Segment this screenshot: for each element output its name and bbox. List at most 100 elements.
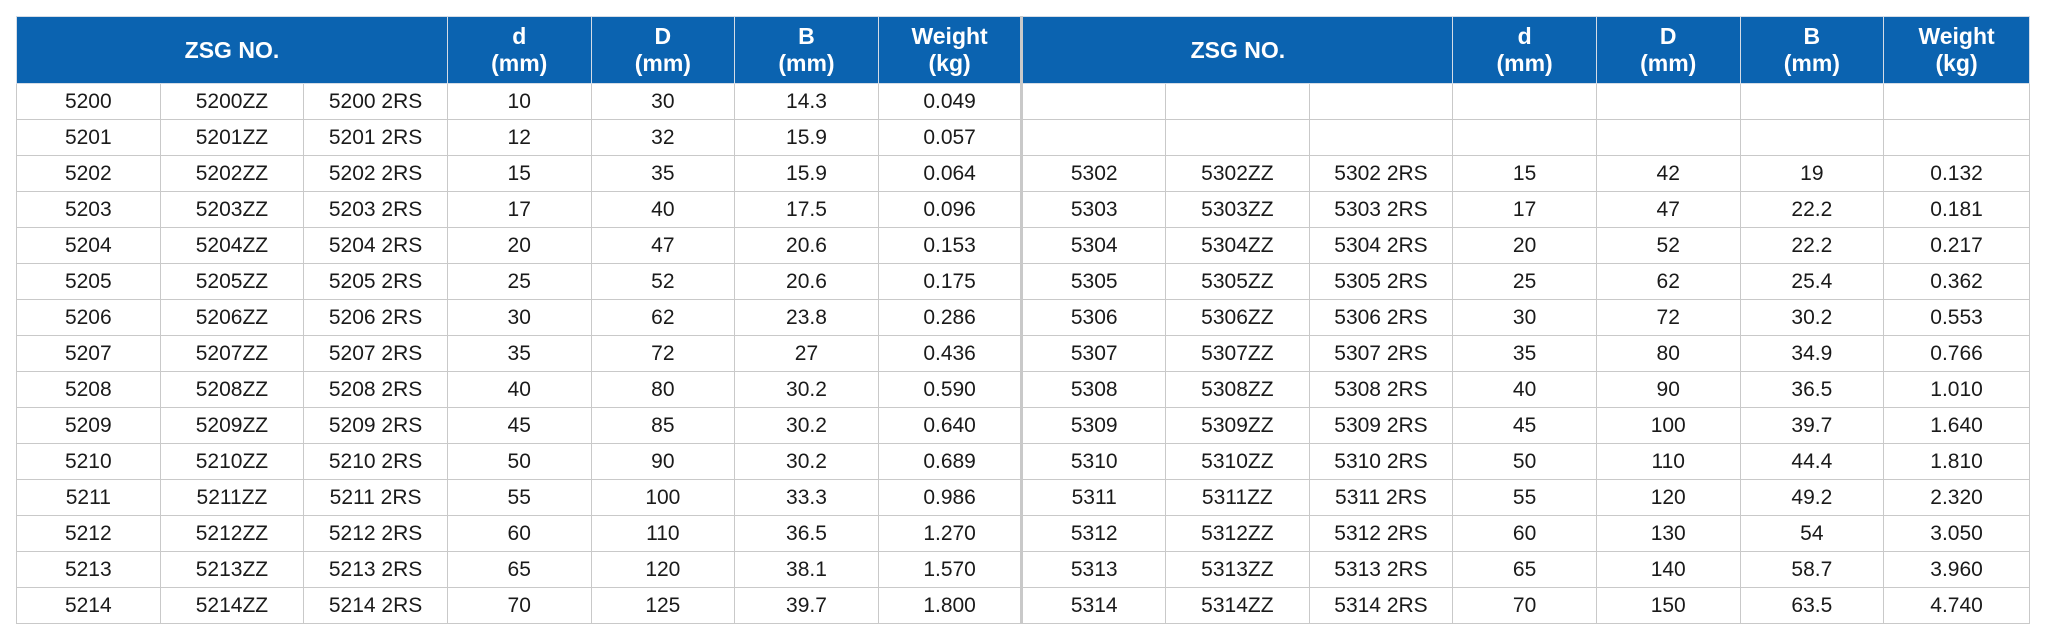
table-row: 5207 5207ZZ 5207 2RS 35 72 27 0.436 5307 5307ZZ 5… xyxy=(16,335,2030,372)
table-row: 5205 5205ZZ 5205 2RS 25 52 20.6 0.175 5305 5305Z… xyxy=(16,263,2030,300)
cell-weight-left: 0.640 xyxy=(877,407,1024,444)
cell-outer-diameter-left: 30 xyxy=(590,83,736,120)
table-row: 5214 5214ZZ 5214 2RS 70 125 39.7 1.800 5314 5314… xyxy=(16,587,2030,624)
cell-inner-diameter-left: 12 xyxy=(446,119,592,156)
cell-outer-diameter-right: 90 xyxy=(1595,371,1741,408)
table-row: 5206 5206ZZ 5206 2RS 30 62 23.8 0.286 5306 5306Z… xyxy=(16,299,2030,336)
cell-weight-left: 0.049 xyxy=(877,83,1024,120)
header-B-right: B (mm) xyxy=(1739,16,1885,84)
cell-width-left: 30.2 xyxy=(734,371,879,408)
table-row: 5209 5209ZZ 5209 2RS 45 85 30.2 0.640 5309 5309Z… xyxy=(16,407,2030,444)
cell-zz-number-left: 5202ZZ xyxy=(159,155,305,192)
header-unit: (kg) xyxy=(928,50,971,76)
header-row: ZSG NO. d (mm) D (mm) B (mm) Weight (kg) xyxy=(16,16,2030,84)
cell-width-left: 38.1 xyxy=(734,551,879,588)
table-row: 5201 5201ZZ 5201 2RS 12 32 15.9 0.057 xyxy=(16,119,2030,156)
cell-inner-diameter-left: 30 xyxy=(446,299,592,336)
cell-zsg-number-right: 5304 xyxy=(1021,227,1167,264)
cell-zsg-number-left: 5209 xyxy=(16,407,161,444)
cell-zsg-number-right: 5307 xyxy=(1021,335,1167,372)
cell-2rs-number-left: 5212 2RS xyxy=(303,515,448,552)
cell-width-left: 27 xyxy=(734,335,879,372)
cell-width-right: 49.2 xyxy=(1739,479,1885,516)
table-row: 5200 5200ZZ 5200 2RS 10 30 14.3 0.049 xyxy=(16,83,2030,120)
table-header: ZSG NO. d (mm) D (mm) B (mm) Weight (kg) xyxy=(16,16,2030,84)
cell-zz-number-left: 5201ZZ xyxy=(159,119,305,156)
cell-inner-diameter-right: 70 xyxy=(1452,587,1597,624)
header-B-left: B (mm) xyxy=(734,16,879,84)
header-unit: (mm) xyxy=(634,50,691,76)
cell-outer-diameter-right: 80 xyxy=(1595,335,1741,372)
header-D-left: D (mm) xyxy=(590,16,736,84)
cell-outer-diameter-right: 130 xyxy=(1595,515,1741,552)
cell-outer-diameter-left: 110 xyxy=(590,515,736,552)
header-D-right: D (mm) xyxy=(1595,16,1741,84)
cell-2rs-number-left: 5213 2RS xyxy=(303,551,448,588)
cell-weight-right: 1.640 xyxy=(1883,407,2030,444)
cell-inner-diameter-right xyxy=(1452,119,1597,156)
header-symbol: d xyxy=(1517,23,1532,49)
cell-zz-number-right xyxy=(1165,83,1310,120)
cell-weight-right: 3.960 xyxy=(1883,551,2030,588)
cell-zz-number-right: 5304ZZ xyxy=(1165,227,1310,264)
cell-outer-diameter-left: 62 xyxy=(590,299,736,336)
cell-2rs-number-right xyxy=(1308,83,1454,120)
cell-weight-left: 1.800 xyxy=(877,587,1024,624)
cell-zz-number-left: 5209ZZ xyxy=(159,407,305,444)
cell-zz-number-left: 5210ZZ xyxy=(159,443,305,480)
cell-zsg-number-left: 5200 xyxy=(16,83,161,120)
cell-outer-diameter-left: 40 xyxy=(590,191,736,228)
cell-inner-diameter-left: 20 xyxy=(446,227,592,264)
cell-width-right xyxy=(1739,119,1885,156)
cell-2rs-number-left: 5206 2RS xyxy=(303,299,448,336)
cell-width-left: 20.6 xyxy=(734,263,879,300)
cell-width-left: 30.2 xyxy=(734,443,879,480)
cell-2rs-number-left: 5201 2RS xyxy=(303,119,448,156)
cell-inner-diameter-right: 60 xyxy=(1452,515,1597,552)
cell-weight-left: 0.064 xyxy=(877,155,1024,192)
cell-zsg-number-right: 5303 xyxy=(1021,191,1167,228)
cell-inner-diameter-left: 55 xyxy=(446,479,592,516)
cell-zsg-number-right: 5305 xyxy=(1021,263,1167,300)
cell-weight-left: 0.286 xyxy=(877,299,1024,336)
cell-inner-diameter-right: 45 xyxy=(1452,407,1597,444)
cell-zz-number-right: 5308ZZ xyxy=(1165,371,1310,408)
cell-zz-number-right: 5310ZZ xyxy=(1165,443,1310,480)
cell-zz-number-left: 5204ZZ xyxy=(159,227,305,264)
cell-zsg-number-left: 5205 xyxy=(16,263,161,300)
cell-outer-diameter-left: 72 xyxy=(590,335,736,372)
cell-width-right: 30.2 xyxy=(1739,299,1885,336)
cell-2rs-number-right: 5307 2RS xyxy=(1308,335,1454,372)
cell-2rs-number-left: 5205 2RS xyxy=(303,263,448,300)
cell-weight-right xyxy=(1883,83,2030,120)
cell-zsg-number-left: 5203 xyxy=(16,191,161,228)
cell-zz-number-right: 5305ZZ xyxy=(1165,263,1310,300)
cell-zz-number-left: 5205ZZ xyxy=(159,263,305,300)
cell-zz-number-left: 5200ZZ xyxy=(159,83,305,120)
cell-weight-left: 0.057 xyxy=(877,119,1024,156)
cell-width-left: 20.6 xyxy=(734,227,879,264)
cell-zz-number-right: 5309ZZ xyxy=(1165,407,1310,444)
cell-width-left: 15.9 xyxy=(734,155,879,192)
cell-2rs-number-right: 5314 2RS xyxy=(1308,587,1454,624)
cell-outer-diameter-left: 80 xyxy=(590,371,736,408)
cell-2rs-number-right: 5308 2RS xyxy=(1308,371,1454,408)
header-unit: (kg) xyxy=(1935,50,1978,76)
cell-zz-number-right: 5311ZZ xyxy=(1165,479,1310,516)
cell-outer-diameter-left: 125 xyxy=(590,587,736,624)
cell-outer-diameter-right: 120 xyxy=(1595,479,1741,516)
cell-zsg-number-right xyxy=(1021,119,1167,156)
cell-2rs-number-right: 5302 2RS xyxy=(1308,155,1454,192)
header-unit: (mm) xyxy=(1496,50,1553,76)
cell-width-right: 22.2 xyxy=(1739,227,1885,264)
cell-zsg-number-left: 5206 xyxy=(16,299,161,336)
cell-outer-diameter-right: 47 xyxy=(1595,191,1741,228)
cell-width-left: 30.2 xyxy=(734,407,879,444)
cell-width-right: 39.7 xyxy=(1739,407,1885,444)
cell-weight-left: 0.986 xyxy=(877,479,1024,516)
cell-weight-left: 0.096 xyxy=(877,191,1024,228)
header-unit: (mm) xyxy=(1640,50,1697,76)
cell-zz-number-left: 5203ZZ xyxy=(159,191,305,228)
cell-zsg-number-left: 5202 xyxy=(16,155,161,192)
cell-2rs-number-right: 5312 2RS xyxy=(1308,515,1454,552)
